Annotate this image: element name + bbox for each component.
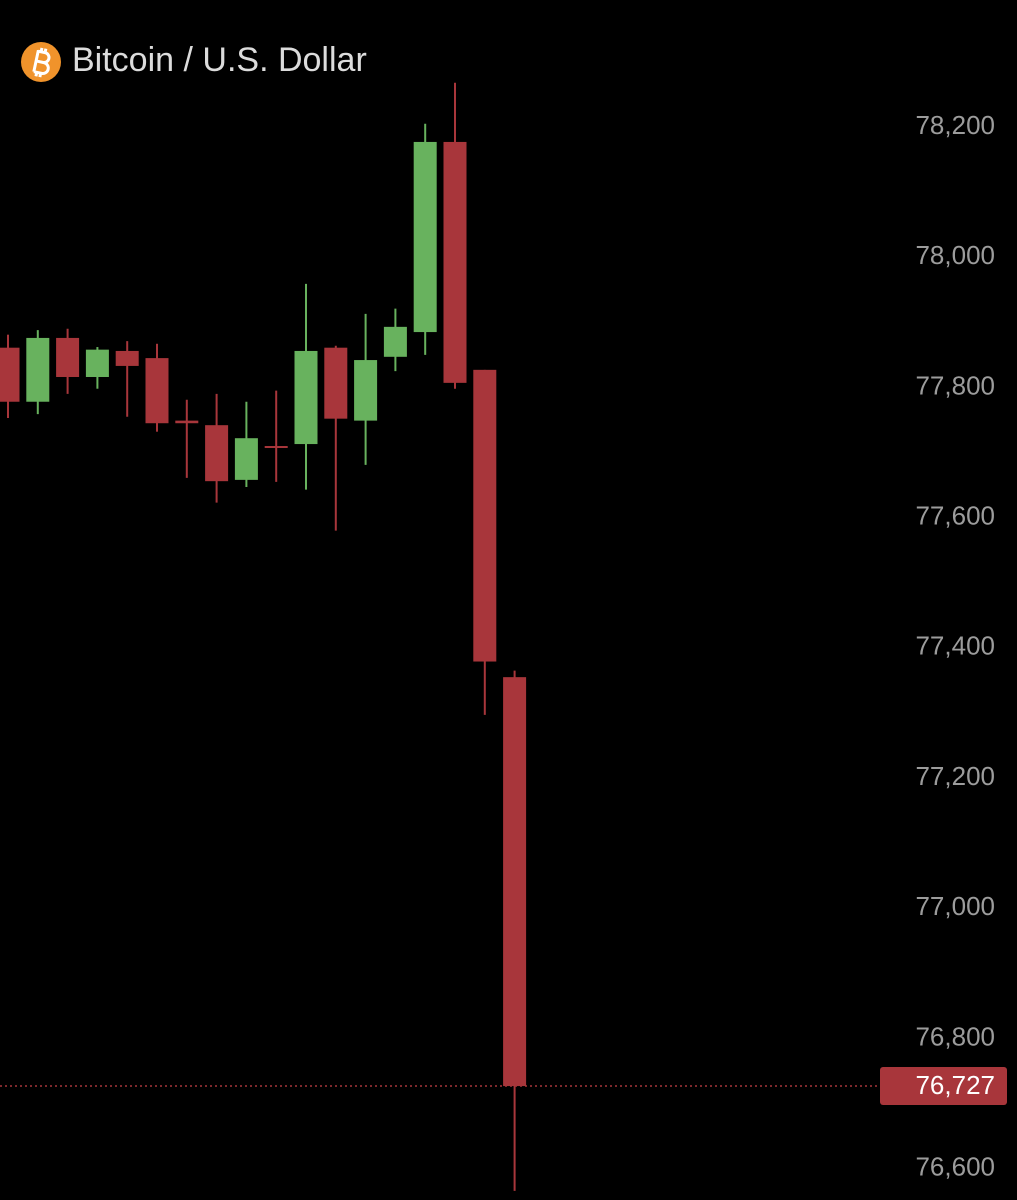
y-tick-label: 76,800 — [915, 1021, 995, 1051]
y-tick-label: 78,000 — [915, 240, 995, 270]
y-tick-label: 76,600 — [915, 1152, 995, 1182]
candle-body — [85, 349, 109, 377]
y-tick-label: 77,400 — [915, 631, 995, 661]
y-tick-label: 78,200 — [915, 110, 995, 140]
y-tick-label: 77,800 — [915, 370, 995, 400]
chart-title: Bitcoin / U.S. Dollar — [72, 41, 367, 79]
candle-body — [234, 438, 258, 480]
candle-body — [294, 350, 318, 445]
candle-body — [503, 677, 527, 1087]
candle-body — [473, 369, 497, 662]
last-price-label: 76,727 — [915, 1070, 995, 1100]
candle-body — [145, 358, 169, 424]
candle-body — [383, 326, 407, 357]
candle-body — [413, 141, 437, 333]
candle-body — [26, 337, 50, 402]
last-price-box — [880, 1067, 1007, 1106]
candle-body — [175, 420, 199, 424]
coin-icon — [21, 42, 61, 82]
y-tick-label: 77,000 — [915, 891, 995, 921]
candle-body — [264, 446, 288, 449]
candle-body — [324, 347, 348, 419]
candle-body — [205, 425, 229, 482]
candle-body — [0, 347, 20, 402]
candle-body — [115, 350, 139, 366]
candle-body — [56, 337, 80, 377]
candle-body — [354, 360, 378, 421]
y-tick-label: 77,600 — [915, 501, 995, 531]
candle-body — [443, 141, 467, 383]
y-tick-label: 77,200 — [915, 761, 995, 791]
